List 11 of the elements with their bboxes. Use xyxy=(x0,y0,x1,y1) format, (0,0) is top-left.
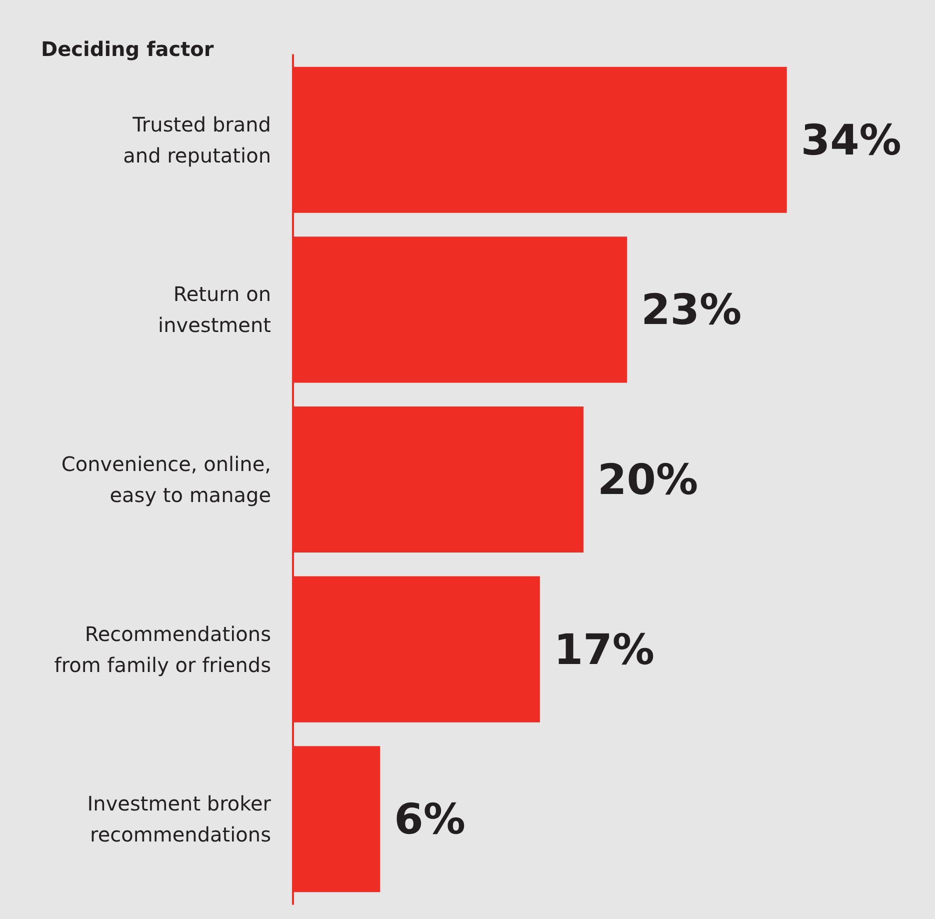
y-tick-label: Convenience, online, easy to manage xyxy=(61,452,271,507)
data-label: 6% xyxy=(394,794,466,844)
data-label: 23% xyxy=(641,285,742,334)
y-tick-label: Recommendations from family or friends xyxy=(54,622,271,677)
y-tick-label: Trusted brand and reputation xyxy=(123,112,271,168)
y-tick-label: Return on investment xyxy=(158,282,272,338)
data-label: 34% xyxy=(800,115,902,164)
data-label: 20% xyxy=(598,455,698,504)
text: Deciding factor xyxy=(41,37,214,61)
y-tick-label: Investment broker recommendations xyxy=(87,792,272,847)
data-label: 17% xyxy=(554,624,654,674)
